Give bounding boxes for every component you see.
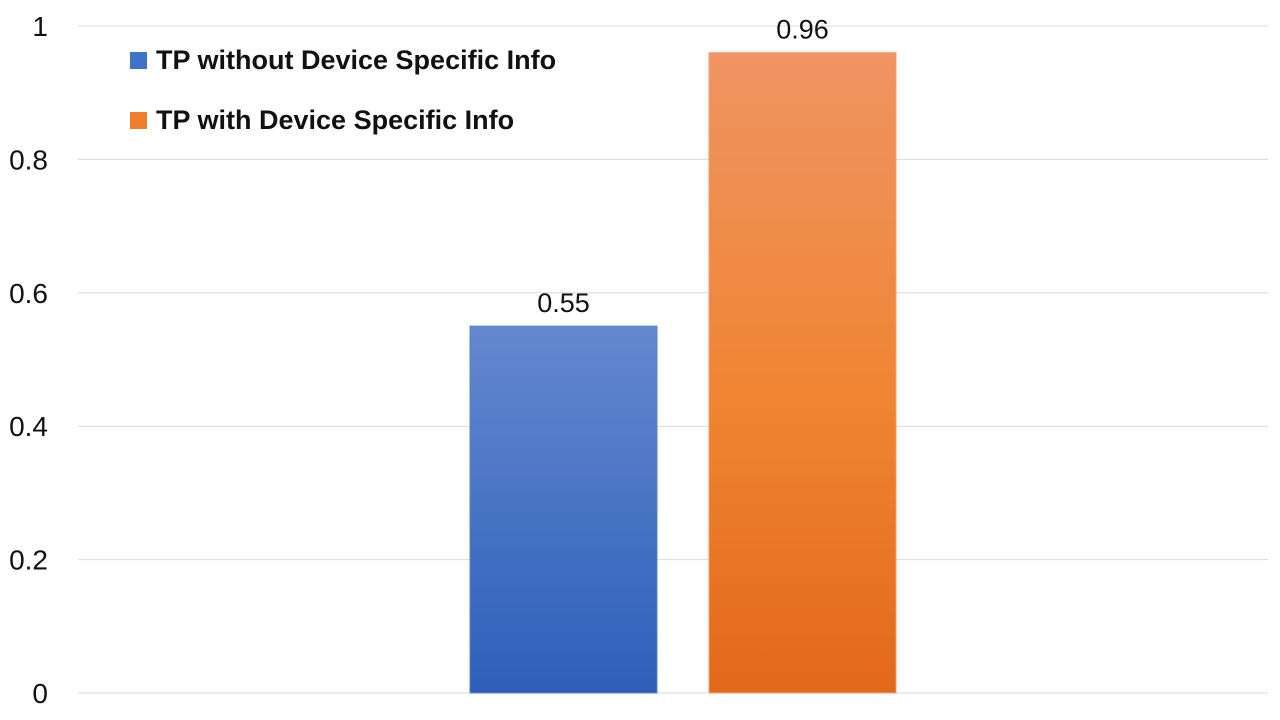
bar-with-device-info[interactable] <box>708 52 897 694</box>
y-axis-tick-labels: 0 0.2 0.4 0.6 0.8 1 <box>9 11 48 709</box>
gridlines <box>78 25 1268 694</box>
legend-item-with-device-info[interactable]: TP with Device Specific Info <box>130 100 556 140</box>
y-tick-label: 0 <box>32 678 48 709</box>
legend: TP without Device Specific Info TP with … <box>130 40 556 160</box>
legend-swatch-blue <box>130 51 147 69</box>
y-tick-label: 0.2 <box>9 545 48 576</box>
data-labels: 0.55 0.96 <box>537 15 829 318</box>
legend-swatch-orange <box>130 111 147 129</box>
y-tick-label: 0.4 <box>9 411 48 442</box>
bars <box>469 52 897 694</box>
bar-value-label: 0.96 <box>776 15 829 45</box>
bar-without-device-info[interactable] <box>469 325 658 694</box>
bar-value-label: 0.55 <box>537 288 590 318</box>
legend-label: TP with Device Specific Info <box>156 104 515 135</box>
y-tick-label: 0.6 <box>9 278 48 309</box>
legend-label: TP without Device Specific Info <box>156 44 557 75</box>
y-tick-label: 0.8 <box>9 144 48 175</box>
y-tick-label: 1 <box>32 11 48 42</box>
legend-item-without-device-info[interactable]: TP without Device Specific Info <box>130 40 556 80</box>
